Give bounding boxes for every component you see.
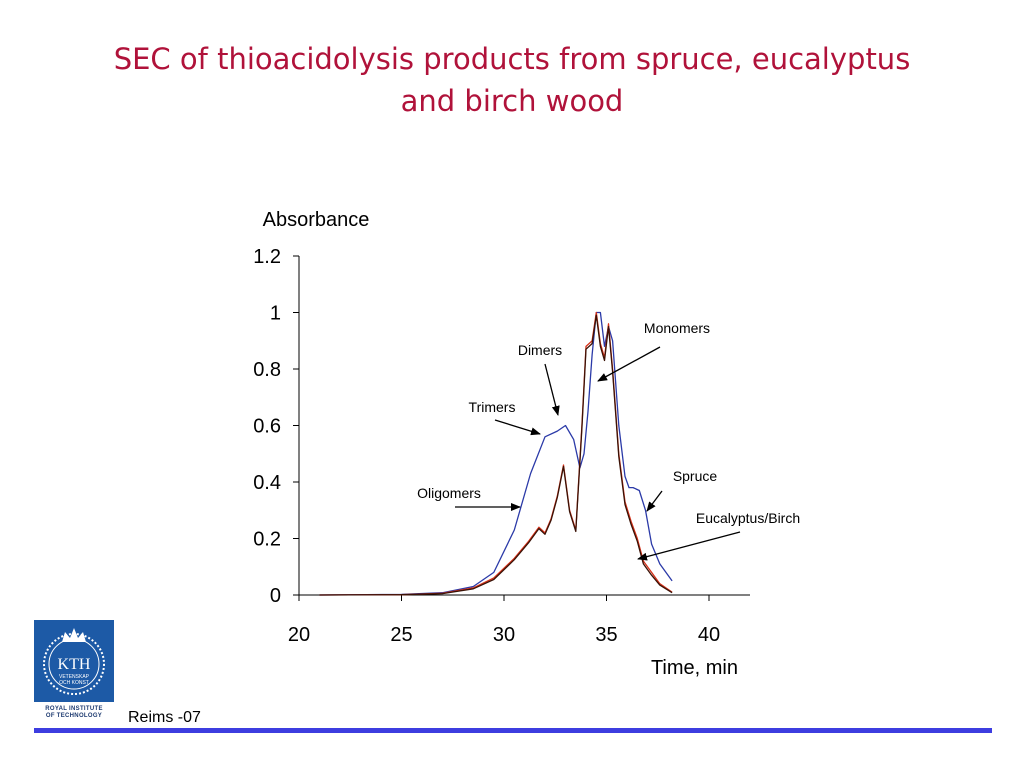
y-tick-label: 0.8 — [253, 359, 281, 381]
y-axis-label: Absorbance — [263, 209, 370, 231]
series-layer — [319, 311, 673, 596]
annotation-label-trimers: Trimers — [469, 399, 516, 415]
annotation-arrow-dimers — [544, 363, 560, 416]
footer-text: Reims -07 — [128, 709, 201, 726]
title-line-2: and birch wood — [400, 84, 624, 118]
annotation-label-spruce: Spruce — [673, 468, 718, 484]
kth-logo: KTH VETENSKAP OCH KONST — [34, 620, 114, 702]
y-tick-label: 1 — [270, 303, 281, 325]
slide-title: SEC of thioacidolysis products from spru… — [0, 38, 1024, 122]
logo-caption-line-1: ROYAL INSTITUTE — [45, 706, 103, 712]
annotation-layer: Monomers Dimers Trimers Oligomers Spruce Euca… — [417, 320, 800, 561]
y-tick-label: 1.2 — [253, 246, 281, 268]
y-tick-label: 0.2 — [253, 529, 281, 551]
x-tick-label: 25 — [390, 624, 412, 646]
crown-icon — [62, 628, 86, 642]
annotation-label-dimers: Dimers — [518, 342, 562, 358]
kth-emblem: KTH VETENSKAP OCH KONST — [43, 628, 105, 695]
y-tick-label: 0 — [270, 585, 281, 607]
annotation-arrow-spruce — [646, 490, 663, 512]
annotation-label-oligomers: Oligomers — [417, 485, 481, 501]
logo-text: KTH — [58, 656, 91, 673]
y-tick-label: 0.4 — [253, 472, 281, 494]
x-axis-label: Time, min — [651, 657, 738, 679]
chart-axes: 0 0.2 0.4 0.6 0.8 1 1.2 20 25 30 35 40 — [253, 246, 750, 646]
logo-caption: ROYAL INSTITUTE OF TECHNOLOGY — [28, 706, 120, 720]
series-line-birch — [319, 314, 673, 596]
series-line-spruce — [319, 311, 673, 596]
annotation-label-eucalyptus-birch: Eucalyptus/Birch — [696, 510, 800, 526]
x-tick-label: 20 — [288, 624, 310, 646]
annotation-arrow-trimers — [494, 419, 541, 436]
logo-motto-2: OCH KONST — [59, 680, 89, 686]
logo-motto-1: VETENSKAP — [59, 674, 90, 680]
x-tick-label: 40 — [698, 624, 720, 646]
logo-caption-line-2: OF TECHNOLOGY — [45, 713, 103, 719]
x-tick-label: 35 — [595, 624, 617, 646]
annotation-arrow-monomers — [597, 346, 661, 382]
annotation-arrow-eucalyptus-birch — [637, 531, 741, 561]
title-line-1: SEC of thioacidolysis products from spru… — [113, 42, 911, 76]
y-tick-label: 0.6 — [253, 416, 281, 438]
x-tick-label: 30 — [493, 624, 515, 646]
annotation-label-monomers: Monomers — [644, 320, 710, 336]
footer-bar — [34, 728, 992, 733]
